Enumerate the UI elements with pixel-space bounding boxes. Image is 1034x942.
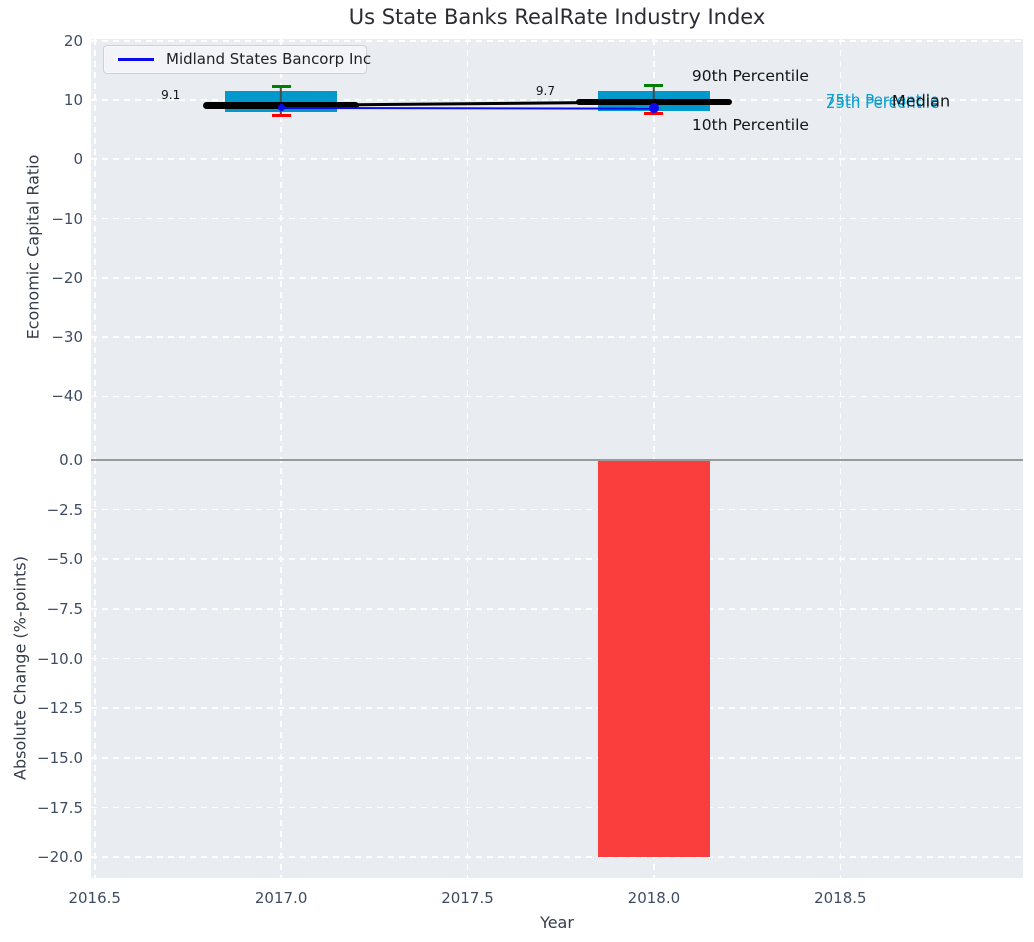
x-tick-2017: 2017.0 (254, 889, 308, 907)
axes-background (91, 39, 1023, 878)
bottom-y-tick--12.5: −12.5 (37, 699, 83, 718)
annotation-9-7: 9.7 (535, 83, 556, 98)
top-y-tick--40: −40 (51, 387, 83, 406)
bottom-y-tick--20: −20.0 (37, 848, 83, 867)
gridline-top--40 (91, 395, 1023, 398)
gridline-bottom--20 (91, 856, 1023, 858)
x-axis-label: Year (540, 913, 574, 932)
x-tick-2018.5: 2018.5 (814, 889, 867, 907)
annotation-median: Median (891, 91, 951, 111)
whisker-stem-2017 (280, 86, 282, 116)
zero-line (91, 458, 1023, 461)
legend-line-swatch (118, 58, 154, 61)
gridline-top-10 (91, 99, 1023, 101)
whisker-cap-10th-2018 (644, 111, 664, 115)
gridline-top-20 (91, 39, 1023, 42)
bottom-y-tick--15: −15.0 (37, 748, 83, 767)
x-tick-2016.5: 2016.5 (68, 889, 121, 907)
legend: Midland States Bancorp Inc (103, 45, 371, 74)
median-segment-2018 (575, 98, 732, 106)
gridline-bottom--12.5 (91, 707, 1023, 709)
legend-label: Midland States Bancorp Inc (166, 50, 372, 68)
x-tick-2018: 2018.0 (627, 889, 681, 907)
gridline-top--30 (91, 336, 1023, 338)
gridline-bottom--15 (91, 757, 1023, 759)
annotation-75th-percentile: 75th Percentile (825, 90, 940, 109)
bottom-y-tick--7.5: −7.5 (46, 599, 83, 618)
company-point-2018 (648, 103, 659, 114)
gridline-bottom--5 (91, 558, 1023, 561)
company-point-2017 (277, 104, 285, 112)
gridline-bottom--17.5 (91, 806, 1023, 809)
top-y-tick--10: −10 (51, 209, 83, 228)
bottom-y-axis-label: Absolute Change (%-points) (10, 556, 30, 780)
bottom-y-tick--2.5: −2.5 (46, 500, 83, 519)
gridline-top--10 (91, 217, 1023, 220)
bottom-y-tick-0: 0.0 (59, 450, 83, 469)
top-y-tick-20: 20 (63, 31, 83, 50)
whisker-cap-90th-2018 (644, 83, 664, 87)
gridline-vertical-2017 (280, 39, 282, 878)
annotation-9-1: 9.1 (161, 88, 181, 103)
gridline-vertical-2016.5 (93, 39, 96, 878)
top-y-tick--20: −20 (51, 268, 83, 287)
gridline-top--20 (91, 277, 1023, 279)
gridline-bottom--7.5 (91, 608, 1023, 610)
bottom-y-tick--5: −5.0 (46, 550, 83, 569)
x-tick-2017.5: 2017.5 (441, 889, 494, 907)
gridline-top-0 (91, 158, 1023, 161)
top-y-axis-label: Economic Capital Ratio (23, 154, 43, 340)
company-line (281, 106, 654, 110)
annotation-25th-percentile: 25th Percentile (825, 93, 940, 112)
annotation-10th-percentile: 10th Percentile (691, 116, 809, 135)
annotation-90th-percentile: 90th Percentile (691, 67, 809, 86)
gridline-vertical-2018 (653, 39, 655, 878)
top-y-tick-0: 0 (73, 150, 83, 169)
gridline-vertical-2018.5 (839, 39, 842, 878)
whisker-cap-90th-2017 (271, 84, 291, 88)
whisker-cap-10th-2017 (271, 113, 291, 117)
gridline-bottom--10 (91, 657, 1023, 660)
gridline-bottom--2.5 (91, 508, 1023, 511)
bottom-y-tick--17.5: −17.5 (37, 798, 83, 817)
bottom-y-tick--10: −10.0 (37, 649, 83, 668)
gridline-vertical-2017.5 (466, 39, 469, 878)
chart-title: Us State Banks RealRate Industry Index (348, 5, 766, 29)
top-y-tick-10: 10 (63, 91, 83, 110)
change-bar-2018 (598, 459, 710, 858)
top-y-tick--30: −30 (51, 328, 83, 347)
